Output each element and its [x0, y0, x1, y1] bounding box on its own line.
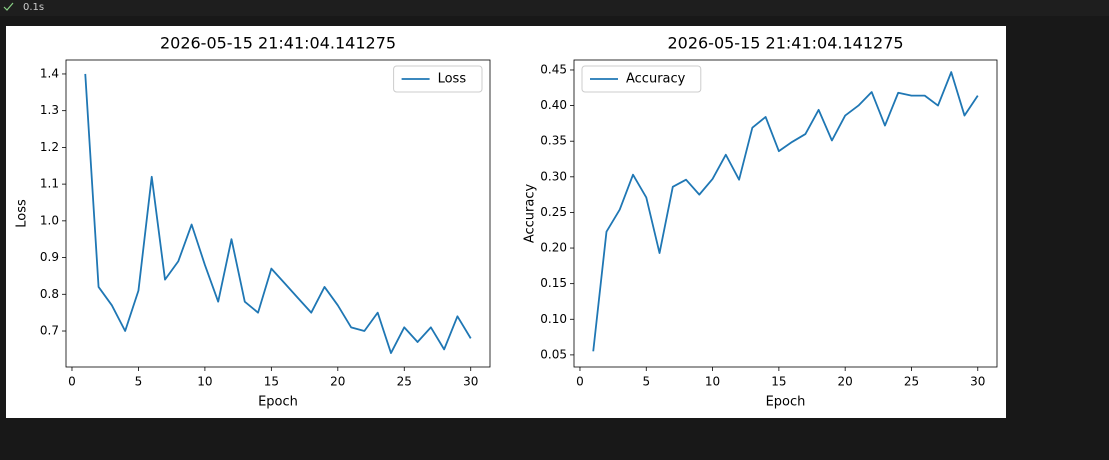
y-tick-label: 0.10	[540, 312, 567, 326]
x-axis-label: Epoch	[258, 395, 298, 410]
data-line	[592, 71, 979, 352]
x-tick-label: 30	[463, 375, 478, 389]
x-tick-label: 20	[838, 375, 853, 389]
legend-label: Accuracy	[626, 72, 686, 87]
data-line	[84, 73, 472, 354]
chart-title: 2026-05-15 21:41:04.141275	[667, 34, 903, 53]
y-tick-label: 1.2	[40, 140, 59, 154]
legend-box	[393, 65, 483, 93]
legend-box	[581, 65, 702, 93]
x-tick-label: 0	[576, 375, 584, 389]
y-tick-label: 0.7	[40, 324, 59, 338]
check-icon	[3, 2, 14, 11]
y-tick-label: 1.1	[40, 177, 59, 191]
y-tick-label: 0.35	[540, 134, 567, 148]
y-tick-label: 0.30	[540, 169, 567, 183]
x-tick-label: 0	[68, 375, 76, 389]
y-axis-label: Accuracy	[523, 184, 538, 244]
y-tick-label: 0.45	[540, 62, 567, 76]
x-tick-label: 10	[197, 375, 212, 389]
y-axis-label: Loss	[15, 199, 30, 228]
x-tick-label: 25	[904, 375, 919, 389]
chart-title: 2026-05-15 21:41:04.141275	[160, 34, 396, 53]
x-tick-label: 30	[970, 375, 985, 389]
cell-duration: 0.1s	[23, 2, 44, 13]
plot-area	[573, 59, 998, 368]
y-tick-label: 1.3	[40, 103, 59, 117]
x-axis-label: Epoch	[766, 395, 806, 410]
y-tick-label: 1.0	[40, 213, 59, 227]
x-tick-label: 5	[135, 375, 143, 389]
y-tick-label: 0.8	[40, 287, 59, 301]
y-tick-label: 0.25	[540, 205, 567, 219]
x-tick-label: 10	[705, 375, 720, 389]
figure	[6, 26, 1006, 418]
x-tick-label: 25	[397, 375, 412, 389]
x-tick-label: 15	[264, 375, 279, 389]
cell-status-bar	[0, 0, 1109, 16]
plot-area	[65, 59, 491, 368]
y-tick-label: 0.05	[540, 347, 567, 361]
x-tick-label: 15	[771, 375, 786, 389]
y-tick-label: 0.15	[540, 276, 567, 290]
x-tick-label: 20	[330, 375, 345, 389]
y-tick-label: 0.40	[540, 98, 567, 112]
x-tick-label: 5	[642, 375, 650, 389]
y-tick-label: 0.20	[540, 241, 567, 255]
legend-label: Loss	[438, 72, 467, 87]
y-tick-label: 1.4	[40, 66, 59, 80]
y-tick-label: 0.9	[40, 250, 59, 264]
